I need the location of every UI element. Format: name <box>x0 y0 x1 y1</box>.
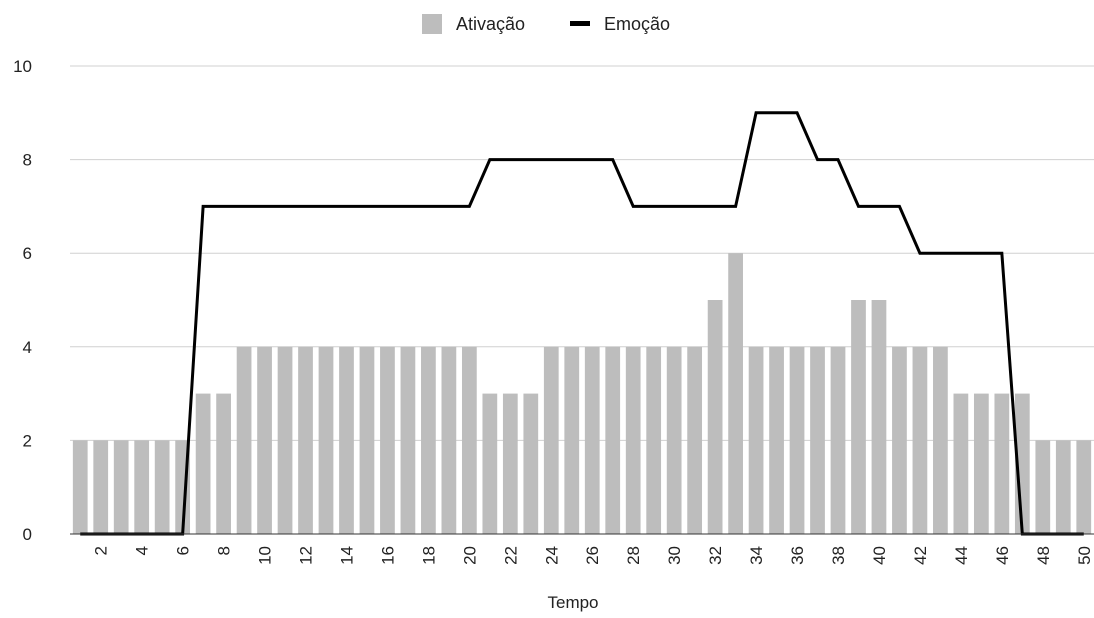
y-tick-label: 2 <box>23 431 32 450</box>
x-tick-label: 46 <box>993 546 1012 565</box>
x-tick-label: 48 <box>1034 546 1053 565</box>
bar <box>789 346 805 534</box>
x-tick-label: 44 <box>952 546 971 565</box>
bar <box>728 253 743 534</box>
bar <box>871 300 887 534</box>
line-layer <box>80 111 1084 536</box>
y-tick-label: 0 <box>23 525 32 544</box>
legend-swatch-line <box>570 21 590 26</box>
bar <box>154 440 170 534</box>
bar <box>359 346 375 534</box>
bar <box>257 346 272 534</box>
bar <box>72 440 88 534</box>
x-tick-label: 14 <box>337 546 356 565</box>
x-tick-label: 8 <box>215 546 234 555</box>
bar <box>564 346 580 534</box>
legend-label: Ativação <box>456 14 525 34</box>
legend-swatch-bar <box>422 14 442 34</box>
bar <box>584 346 600 534</box>
x-tick-label: 12 <box>297 546 316 565</box>
bar <box>318 346 334 534</box>
x-tick-label: 30 <box>665 546 684 565</box>
bar-layer <box>72 253 1092 534</box>
bar <box>421 346 436 534</box>
x-tick-label: 16 <box>378 546 397 565</box>
bar <box>707 300 723 534</box>
bar <box>543 346 559 534</box>
bar <box>277 346 293 534</box>
bar <box>1035 440 1051 534</box>
bar <box>1055 440 1071 534</box>
bar <box>666 346 682 534</box>
bar <box>892 346 907 534</box>
bar <box>502 393 518 534</box>
bar <box>769 346 784 534</box>
legend: Ativação Emoção <box>422 14 670 34</box>
x-tick-label: 4 <box>133 546 152 555</box>
bar <box>748 346 764 534</box>
x-tick-label: 42 <box>911 546 930 565</box>
bar <box>93 440 109 534</box>
bar <box>113 440 129 534</box>
bar <box>933 346 948 534</box>
bar <box>625 346 641 534</box>
bar <box>236 346 252 534</box>
bar <box>482 393 498 534</box>
x-tick-label: 36 <box>788 546 807 565</box>
bar <box>339 346 354 534</box>
x-tick-label: 50 <box>1075 546 1094 565</box>
x-tick-label: 18 <box>419 546 438 565</box>
x-tick-label: 40 <box>870 546 889 565</box>
x-tick-label: 22 <box>501 546 520 565</box>
x-tick-label: 38 <box>829 546 848 565</box>
series-line-emocao <box>80 111 1084 536</box>
x-tick-label: 6 <box>174 546 193 555</box>
bar <box>216 393 231 534</box>
bar <box>400 346 416 534</box>
bar <box>605 346 621 534</box>
bar <box>195 393 211 534</box>
legend-label: Emoção <box>604 14 670 34</box>
bar <box>687 346 703 534</box>
x-tick-label: 26 <box>583 546 602 565</box>
bar <box>912 346 928 534</box>
x-tick-label: 28 <box>624 546 643 565</box>
bar <box>461 346 477 534</box>
bar <box>851 300 866 534</box>
bar <box>973 393 989 534</box>
x-tick-label: 10 <box>256 546 275 565</box>
bar <box>994 393 1010 534</box>
bar <box>810 346 825 534</box>
y-tick-label: 4 <box>23 338 32 357</box>
x-tick-label: 24 <box>542 546 561 565</box>
bar <box>380 346 395 534</box>
x-tick-label: 32 <box>706 546 725 565</box>
bar <box>830 346 846 534</box>
bar <box>134 440 150 534</box>
x-tick-label: 2 <box>92 546 111 555</box>
y-tick-label: 10 <box>13 57 32 76</box>
bar <box>298 346 313 534</box>
bar <box>1076 440 1092 534</box>
y-tick-label: 8 <box>23 151 32 170</box>
x-axis-title: Tempo <box>547 593 598 612</box>
bar <box>953 393 969 534</box>
bar <box>441 346 457 534</box>
bar <box>523 393 539 534</box>
bar <box>646 346 662 534</box>
x-tick-label: 34 <box>747 546 766 565</box>
y-tick-label: 6 <box>23 244 32 263</box>
x-tick-label: 20 <box>460 546 479 565</box>
